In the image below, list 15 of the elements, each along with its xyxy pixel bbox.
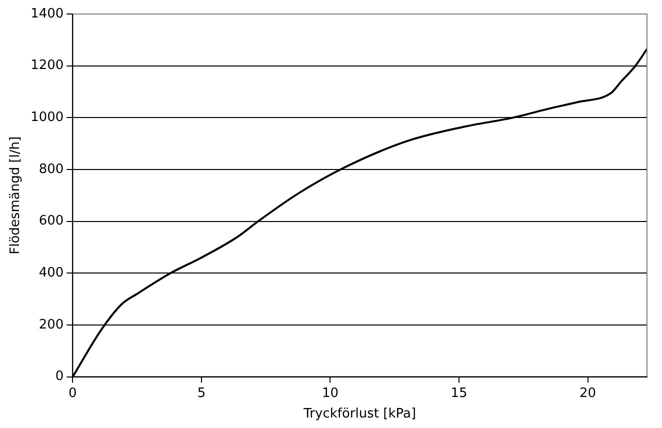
y-tick-label: 800 (38, 162, 64, 177)
y-axis-title: Flödesmängd [l/h] (8, 136, 24, 254)
x-tick-label: 20 (579, 386, 596, 401)
y-tick-label: 0 (55, 369, 64, 384)
x-tick-label: 10 (322, 386, 338, 401)
y-tick-label: 600 (38, 214, 64, 229)
x-tick-label: 0 (68, 386, 77, 401)
x-axis-title: Tryckförlust [kPa] (302, 406, 416, 422)
y-tick-label: 1200 (30, 58, 64, 74)
x-tick-label: 5 (197, 386, 206, 401)
y-tick-label: 400 (38, 266, 64, 281)
y-tick-label: 1000 (30, 110, 64, 126)
y-tick-label: 200 (38, 317, 64, 332)
y-tick-label: 1400 (30, 6, 64, 22)
x-tick-label: 15 (450, 386, 468, 401)
